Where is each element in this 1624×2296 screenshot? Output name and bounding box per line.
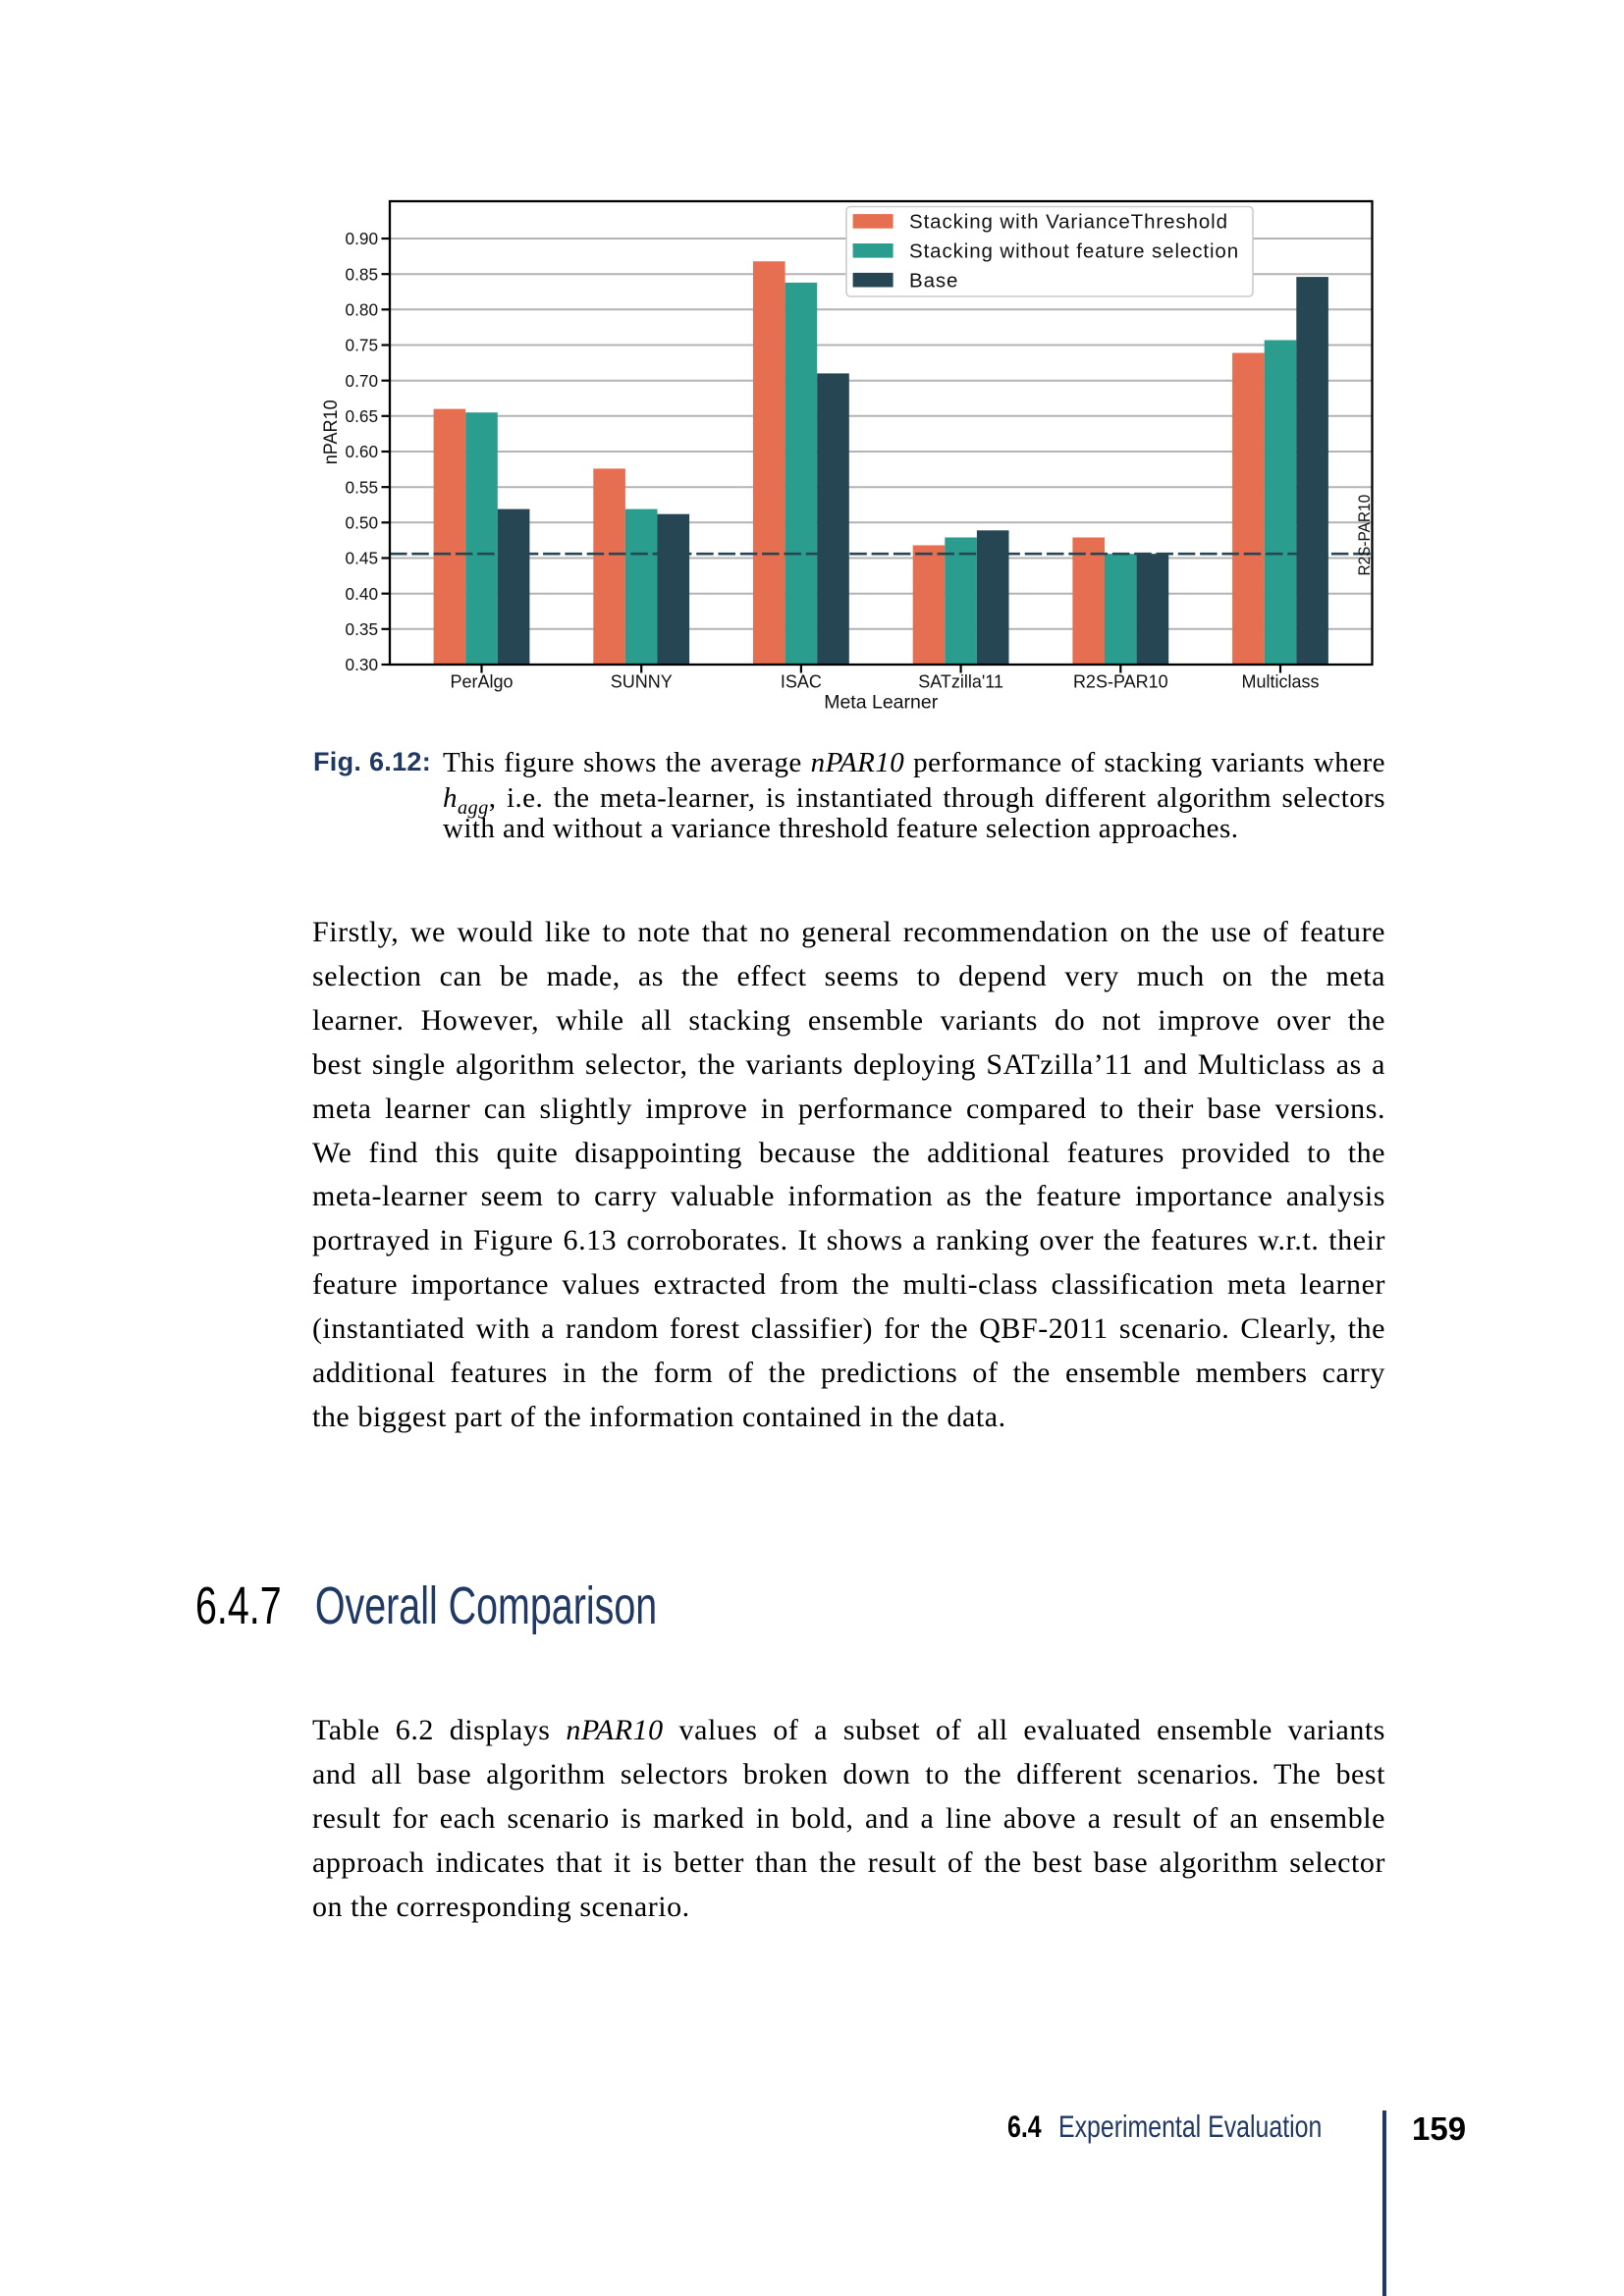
svg-text:0.65: 0.65 [346, 406, 378, 426]
svg-text:PerAlgo: PerAlgo [450, 672, 513, 692]
svg-text:0.55: 0.55 [346, 477, 378, 497]
svg-text:0.85: 0.85 [346, 264, 378, 284]
svg-text:Stacking without feature selec: Stacking without feature selection [909, 240, 1239, 263]
svg-text:SUNNY: SUNNY [611, 672, 673, 692]
svg-text:0.70: 0.70 [346, 371, 378, 391]
svg-text:SATzilla'11: SATzilla'11 [918, 672, 1003, 692]
svg-text:Multiclass: Multiclass [1241, 672, 1319, 692]
svg-text:0.90: 0.90 [346, 229, 378, 248]
svg-text:R2S-PAR10: R2S-PAR10 [1355, 495, 1374, 576]
svg-text:0.40: 0.40 [346, 584, 378, 604]
svg-text:0.60: 0.60 [346, 442, 378, 461]
svg-text:R2S-PAR10: R2S-PAR10 [1073, 672, 1168, 692]
svg-text:0.75: 0.75 [346, 336, 378, 355]
svg-text:nPAR10: nPAR10 [321, 400, 342, 464]
svg-text:0.80: 0.80 [346, 300, 378, 320]
svg-text:0.30: 0.30 [346, 655, 378, 674]
svg-text:ISAC: ISAC [781, 672, 822, 692]
svg-text:0.35: 0.35 [346, 619, 378, 639]
svg-text:Base: Base [909, 269, 958, 292]
svg-text:Meta Learner: Meta Learner [824, 692, 938, 714]
svg-text:Stacking with VarianceThreshol: Stacking with VarianceThreshold [909, 211, 1228, 234]
svg-text:0.50: 0.50 [346, 513, 378, 533]
svg-text:0.45: 0.45 [346, 549, 378, 568]
